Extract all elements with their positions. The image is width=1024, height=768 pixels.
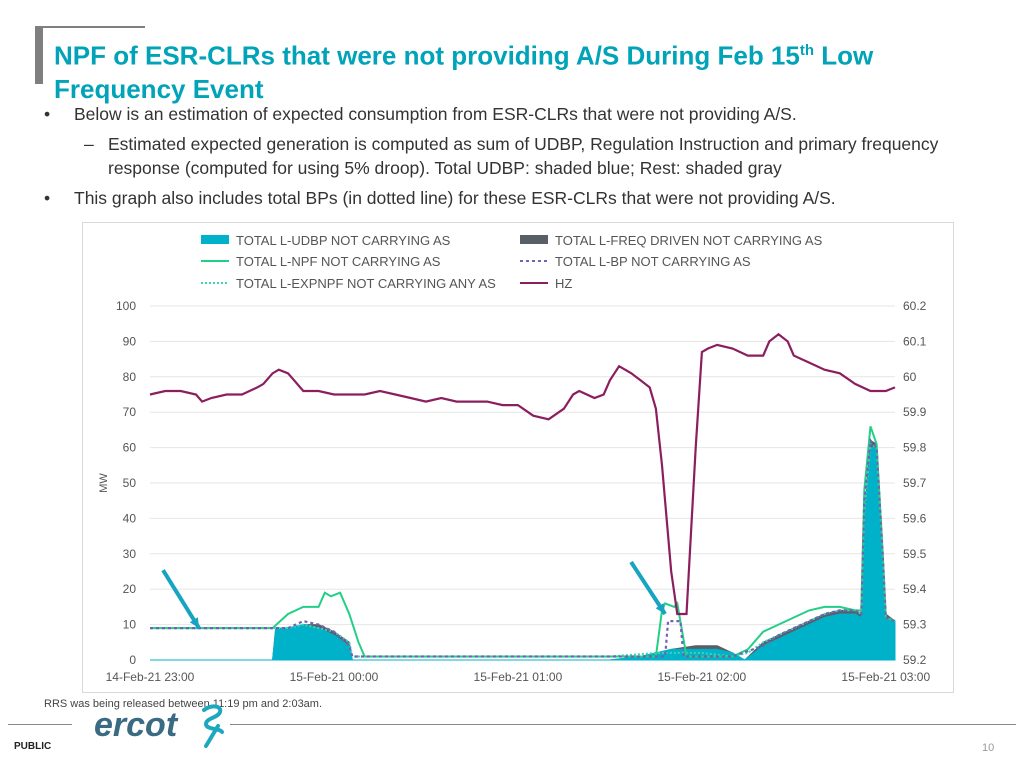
series-line-hz [149, 332, 896, 616]
x-tick-label: 15-Feb-21 00:00 [290, 670, 379, 684]
y2-tick-label: 60.1 [903, 334, 927, 348]
title-accent-bar [35, 26, 43, 84]
y-tick-label: 70 [123, 405, 137, 419]
title-accent-rule [35, 26, 145, 28]
page-title: NPF of ESR-CLRs that were not providing … [54, 34, 994, 106]
footnote-rrs-release: RRS was being released between 11:19 pm … [44, 698, 323, 710]
annotation-arrow-shaft [161, 569, 201, 630]
y-tick-label: 10 [123, 618, 137, 632]
legend-swatch-freq_driven [520, 235, 548, 244]
y2-tick-label: 59.8 [903, 441, 927, 455]
y-tick-label: 50 [123, 476, 137, 490]
y-tick-label: 40 [123, 511, 137, 525]
title-rest: Low Frequency Event [54, 40, 874, 104]
series-line-bp [150, 437, 896, 658]
x-tick-label: 14-Feb-21 23:00 [106, 670, 195, 684]
legend-label-bp: TOTAL L-BP NOT CARRYING AS [555, 254, 751, 269]
y-axis-label: MW [98, 473, 110, 493]
legend-label-udbp: TOTAL L-UDBP NOT CARRYING AS [236, 233, 451, 248]
y2-tick-label: 59.7 [903, 476, 927, 490]
series-line-expnpf [150, 442, 896, 658]
bullet-bp-dotted-line: This graph also includes total BPs (in d… [44, 186, 994, 210]
logo-wordmark: ercot [94, 706, 179, 744]
x-tick-label: 15-Feb-21 02:00 [657, 670, 746, 684]
y-tick-label: 0 [129, 653, 136, 667]
y-tick-label: 20 [123, 582, 137, 596]
page-number: 10 [982, 742, 995, 754]
classification-label: PUBLIC [14, 741, 52, 752]
legend-label-expnpf: TOTAL L-EXPNPF NOT CARRYING ANY AS [236, 276, 496, 291]
y-tick-label: 100 [116, 299, 136, 313]
ercot-logo: ercot [94, 704, 224, 748]
y-tick-label: 30 [123, 547, 137, 561]
y2-tick-label: 59.3 [903, 618, 927, 632]
legend-swatch-udbp [201, 235, 229, 244]
title-superscript: th [799, 42, 815, 59]
y-tick-label: 90 [123, 334, 137, 348]
y2-tick-label: 59.2 [903, 653, 927, 667]
y2-tick-label: 59.6 [903, 511, 927, 525]
x-tick-label: 15-Feb-21 01:00 [474, 670, 563, 684]
series-line-npf [150, 426, 896, 658]
legend-label-npf: TOTAL L-NPF NOT CARRYING AS [236, 254, 441, 269]
y2-tick-label: 60.2 [903, 299, 927, 313]
y2-tick-label: 60 [903, 370, 917, 384]
chart-frame: 100 60.2 90 60.1 80 60 70 59.9 60 59.8 50 59.7 40 59.… [82, 222, 954, 693]
footer-divider-left [8, 724, 72, 725]
annotation-arrow-head [655, 603, 666, 614]
y2-tick-label: 59.9 [903, 405, 927, 419]
y-tick-label: 80 [123, 370, 137, 384]
series-area-udbp [150, 447, 896, 661]
bullet-expected-consumption: Below is an estimation of expected consu… [44, 102, 994, 126]
y2-tick-label: 59.5 [903, 547, 927, 561]
series-area-freq-driven [150, 439, 896, 661]
legend-label-freq_driven: TOTAL L-FREQ DRIVEN NOT CARRYING AS [555, 233, 823, 248]
annotation-arrow-head [189, 617, 200, 629]
sub-bullet-expected-generation: Estimated expected generation is compute… [44, 132, 994, 180]
bullet-list: Below is an estimation of expected consu… [44, 102, 994, 210]
logo-bolt-icon [202, 704, 224, 748]
legend-label-hz: HZ [555, 276, 572, 291]
y2-tick-label: 59.4 [903, 582, 927, 596]
footer-divider-right [230, 724, 1016, 725]
title-main: NPF of ESR-CLRs that were not providing … [54, 40, 800, 71]
y-tick-label: 60 [123, 441, 137, 455]
annotation-arrow-shaft [629, 560, 667, 616]
x-tick-label: 15-Feb-21 03:00 [841, 670, 930, 684]
